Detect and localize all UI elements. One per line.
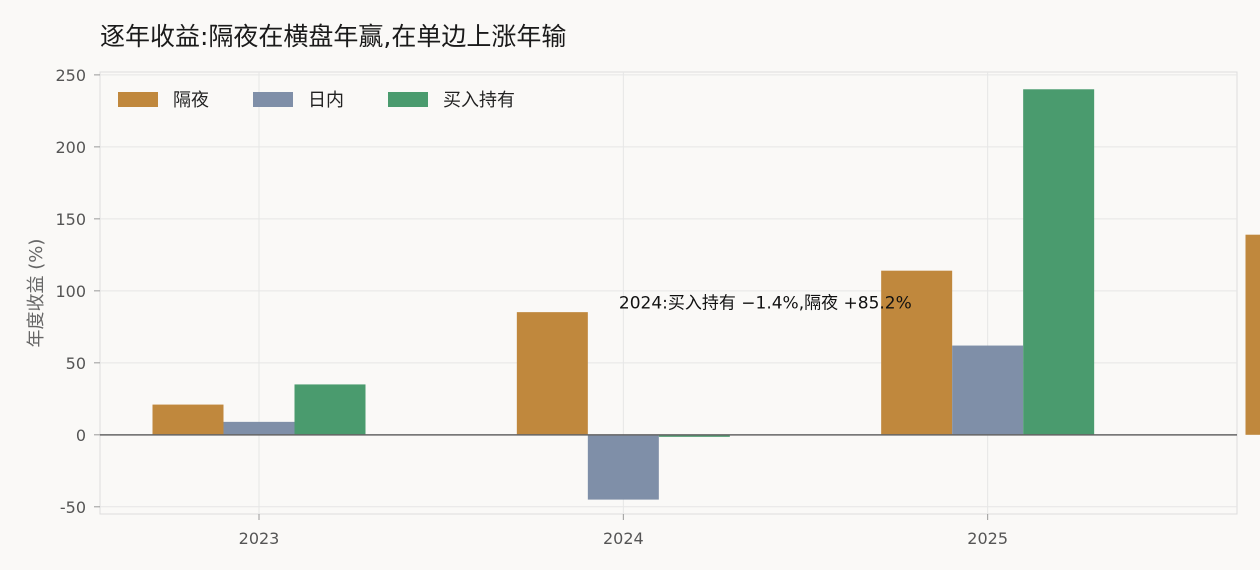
x-tick-label: 2023 [239, 529, 280, 548]
annotation-text: 2024:买入持有 −1.4%,隔夜 +85.2% [619, 293, 912, 313]
legend-label: 买入持有 [443, 90, 515, 111]
x-tick-label: 2025 [967, 529, 1008, 548]
legend-label: 隔夜 [173, 90, 209, 111]
bar-日内-2025 [952, 345, 1024, 435]
y-tick-label: 250 [55, 66, 86, 85]
annotations: 2024:买入持有 −1.4%,隔夜 +85.2% [619, 293, 912, 313]
legend-swatch [118, 92, 158, 107]
chart-title: 逐年收益:隔夜在横盘年赢,在单边上涨年输 [100, 22, 566, 51]
bar-隔夜-2023 [152, 404, 224, 435]
legend: 隔夜 日内 买入持有 [118, 90, 515, 111]
bars [152, 89, 1260, 500]
y-tick-label: 50 [66, 354, 86, 373]
y-axis-label: 年度收益 (%) [26, 239, 47, 348]
bar-隔夜-2024 [516, 312, 588, 435]
bar-买入持有-2025 [1023, 89, 1095, 435]
bar-隔夜-2026 [1245, 234, 1260, 435]
y-tick-label: 150 [55, 210, 86, 229]
bar-买入持有-2023 [294, 384, 366, 435]
y-tick-label: 100 [55, 282, 86, 301]
y-tick-label: 0 [76, 426, 86, 445]
legend-swatch [388, 92, 428, 107]
y-tick-label: 200 [55, 138, 86, 157]
y-tick-label: -50 [60, 498, 86, 517]
bar-买入持有-2024 [658, 434, 730, 437]
bar-日内-2023 [223, 421, 295, 435]
x-tick-label: 2024 [603, 529, 644, 548]
y-axis-ticks: -50 0 50 100 150 200 250 [55, 66, 100, 517]
x-axis-ticks: 2023202420252026 [239, 514, 1008, 548]
bar-隔夜-2025 [881, 270, 953, 435]
legend-label: 日内 [308, 90, 344, 111]
bar-日内-2024 [587, 434, 659, 500]
legend-swatch [253, 92, 293, 107]
